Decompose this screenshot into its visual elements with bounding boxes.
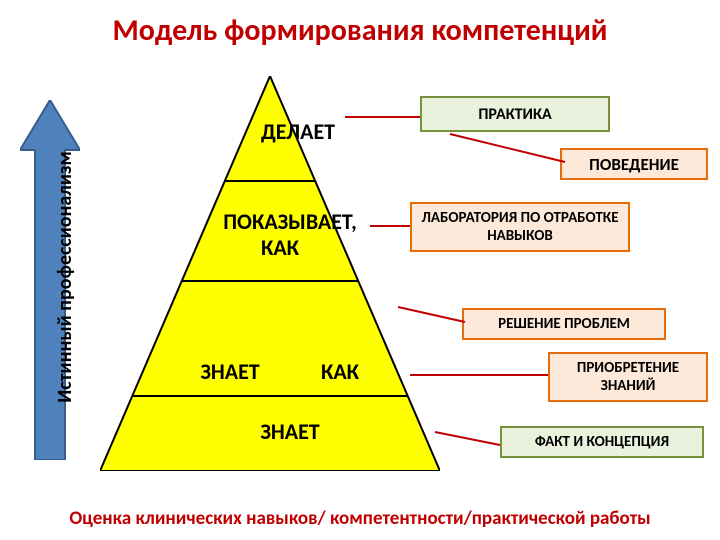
annotation-box: ПРИОБРЕТЕНИЕ ЗНАНИЙ xyxy=(548,352,708,402)
pyramid-level-label: КАК xyxy=(240,234,320,261)
arrow-container: Истинный профессионализм xyxy=(20,100,80,460)
footer-text: Оценка клинических навыков/ компетентнос… xyxy=(0,507,720,530)
annotation-box: ФАКТ И КОНЦЕПЦИЯ xyxy=(500,426,704,458)
annotation-box: РЕШЕНИЕ ПРОБЛЕМ xyxy=(462,308,666,340)
slide-title: Модель формирования компетенций xyxy=(0,0,720,49)
pyramid-level-label: ЗНАЕТ xyxy=(190,358,270,385)
annotation-box: ПОВЕДЕНИЕ xyxy=(560,148,708,180)
pyramid-level-label: ДЕЛАЕТ xyxy=(238,118,358,145)
pyramid: ДЕЛАЕТПОКАЗЫВАЕТ,КАКЗНАЕТКАКЗНАЕТ xyxy=(100,76,440,471)
annotation-box: ЛАБОРАТОРИЯ ПО ОТРАБОТКЕ НАВЫКОВ xyxy=(410,202,630,252)
pyramid-level-label: КАК xyxy=(310,358,370,385)
pyramid-level-label: ПОКАЗЫВАЕТ, xyxy=(200,208,380,235)
arrow-label: Истинный профессионализм xyxy=(53,107,77,447)
pyramid-level-label: ЗНАЕТ xyxy=(250,418,330,445)
annotation-box: ПРАКТИКА xyxy=(420,96,610,132)
